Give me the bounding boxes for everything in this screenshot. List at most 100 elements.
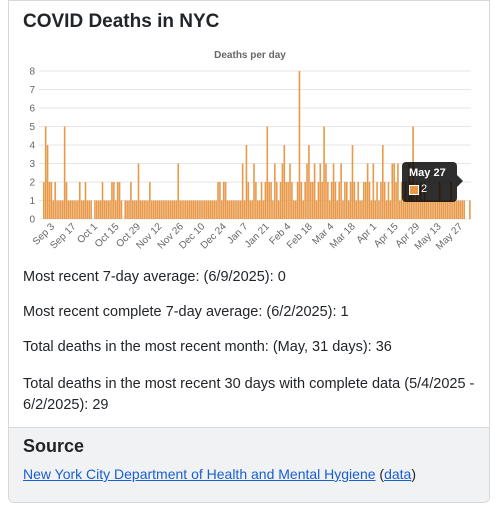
bar[interactable] — [285, 182, 288, 219]
bar[interactable] — [453, 200, 456, 220]
bar[interactable] — [196, 200, 198, 220]
bar[interactable] — [120, 200, 123, 220]
bar[interactable] — [302, 200, 305, 220]
bar[interactable] — [114, 200, 117, 220]
bar[interactable] — [221, 200, 223, 220]
bar[interactable] — [425, 200, 428, 220]
bar[interactable] — [274, 163, 276, 220]
bar[interactable] — [236, 200, 238, 220]
bar[interactable] — [147, 200, 149, 220]
bar[interactable] — [190, 200, 193, 220]
bar[interactable] — [347, 200, 350, 220]
bar[interactable] — [171, 200, 174, 220]
bar[interactable] — [257, 200, 259, 220]
bar[interactable] — [342, 200, 344, 220]
bar[interactable] — [255, 182, 257, 219]
bar[interactable] — [311, 182, 314, 219]
bar[interactable] — [96, 200, 98, 220]
bar[interactable] — [399, 200, 401, 220]
bar[interactable] — [272, 200, 274, 220]
bar[interactable] — [149, 182, 151, 219]
bar[interactable] — [429, 200, 431, 220]
bar[interactable] — [325, 163, 327, 220]
bar[interactable] — [315, 200, 318, 220]
bar[interactable] — [84, 182, 87, 219]
bar[interactable] — [463, 200, 466, 220]
bar[interactable] — [173, 200, 176, 220]
bar[interactable] — [118, 182, 121, 219]
bar[interactable] — [154, 200, 157, 220]
bar[interactable] — [243, 200, 246, 220]
bar[interactable] — [224, 182, 227, 219]
bar[interactable] — [289, 163, 291, 220]
bar[interactable] — [260, 182, 263, 219]
bar[interactable] — [226, 200, 229, 220]
bar[interactable] — [330, 182, 333, 219]
bar[interactable] — [44, 126, 47, 220]
bar[interactable] — [205, 200, 208, 220]
bar[interactable] — [69, 200, 72, 220]
bar[interactable] — [385, 200, 388, 220]
bar[interactable] — [389, 200, 392, 220]
bar[interactable] — [406, 200, 409, 220]
bar[interactable] — [158, 200, 161, 220]
bar[interactable] — [387, 182, 390, 219]
bar[interactable] — [111, 182, 113, 219]
bar[interactable] — [43, 182, 45, 219]
dohmh-link[interactable]: New York City Department of Health and M… — [23, 466, 376, 482]
bar[interactable] — [169, 200, 172, 220]
bar[interactable] — [234, 200, 236, 220]
bar[interactable] — [361, 200, 363, 220]
bar[interactable] — [294, 200, 297, 220]
bar[interactable] — [327, 182, 329, 219]
bar[interactable] — [101, 182, 104, 219]
bar[interactable] — [245, 145, 248, 219]
bar[interactable] — [281, 163, 284, 220]
bar[interactable] — [421, 200, 424, 220]
bar[interactable] — [444, 200, 447, 220]
bar[interactable] — [270, 182, 272, 219]
bar[interactable] — [378, 200, 380, 220]
bar[interactable] — [279, 182, 282, 219]
bar[interactable] — [461, 200, 464, 220]
bar[interactable] — [277, 200, 280, 220]
bar[interactable] — [436, 200, 439, 220]
bar[interactable] — [332, 163, 335, 220]
bar[interactable] — [156, 200, 159, 220]
bar[interactable] — [228, 200, 231, 220]
bar[interactable] — [433, 200, 435, 220]
bar[interactable] — [48, 182, 51, 219]
bar[interactable] — [209, 200, 212, 220]
bar[interactable] — [203, 200, 206, 220]
bar[interactable] — [346, 182, 348, 219]
bar[interactable] — [65, 182, 68, 219]
bar[interactable] — [124, 200, 127, 220]
bar[interactable] — [238, 200, 240, 220]
bar[interactable] — [141, 200, 144, 220]
bar[interactable] — [215, 200, 217, 220]
bar[interactable] — [167, 200, 170, 220]
bar[interactable] — [217, 182, 219, 219]
bar[interactable] — [73, 200, 75, 220]
bar[interactable] — [262, 200, 265, 220]
bar[interactable] — [139, 200, 142, 220]
bar[interactable] — [105, 200, 108, 220]
bar[interactable] — [143, 200, 145, 220]
bar[interactable] — [109, 200, 111, 220]
bar[interactable] — [446, 200, 448, 220]
bar[interactable] — [222, 182, 225, 219]
bar[interactable] — [77, 200, 79, 220]
bar[interactable] — [380, 182, 382, 219]
bar[interactable] — [230, 200, 233, 220]
bar[interactable] — [313, 163, 316, 220]
bar[interactable] — [152, 200, 155, 220]
bar[interactable] — [283, 145, 286, 219]
bar[interactable] — [452, 200, 454, 220]
bar[interactable] — [344, 182, 346, 219]
bar[interactable] — [207, 200, 210, 220]
bar[interactable] — [126, 200, 128, 220]
bar[interactable] — [431, 200, 433, 220]
bar[interactable] — [90, 200, 92, 220]
bar[interactable] — [298, 71, 301, 219]
bar[interactable] — [213, 200, 216, 220]
